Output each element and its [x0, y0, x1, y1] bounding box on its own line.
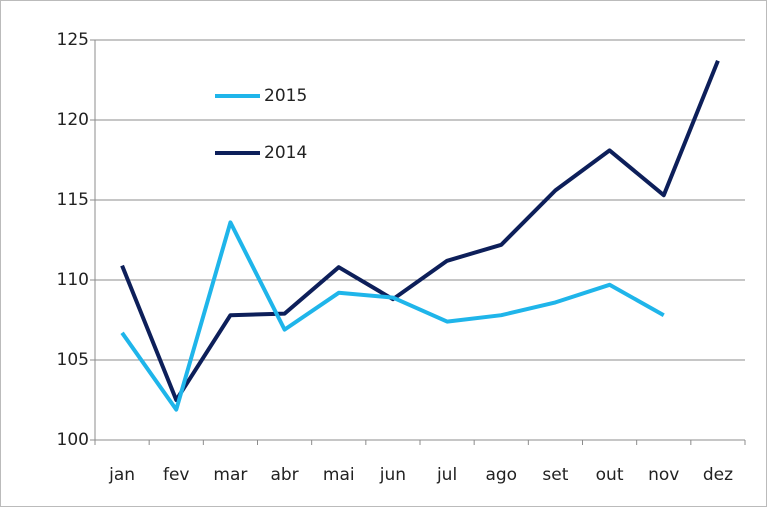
x-tick-label: abr	[270, 465, 298, 485]
x-tick-label: jul	[436, 465, 457, 485]
x-tick-label: dez	[703, 465, 733, 485]
y-tick-label: 115	[57, 190, 89, 210]
x-tick-label: jun	[379, 465, 406, 485]
series-line	[120, 220, 665, 412]
x-tick-label: mar	[213, 465, 247, 485]
x-tick-label: out	[596, 465, 624, 485]
y-tick-label: 100	[57, 430, 89, 450]
x-tick-label: fev	[163, 465, 190, 485]
y-tick-label: 120	[57, 110, 89, 130]
legend-label: 2015	[264, 86, 307, 106]
legend-label: 2014	[264, 143, 307, 163]
series-line	[120, 60, 720, 402]
y-tick-label: 105	[57, 350, 89, 370]
x-tick-label: set	[542, 465, 568, 485]
y-tick-label: 110	[57, 270, 89, 290]
x-tick-label: jan	[108, 465, 135, 485]
x-tick-label: nov	[648, 465, 679, 485]
x-tick-label: mai	[323, 465, 355, 485]
y-tick-label: 125	[57, 30, 89, 50]
x-tick-label: ago	[485, 465, 517, 485]
